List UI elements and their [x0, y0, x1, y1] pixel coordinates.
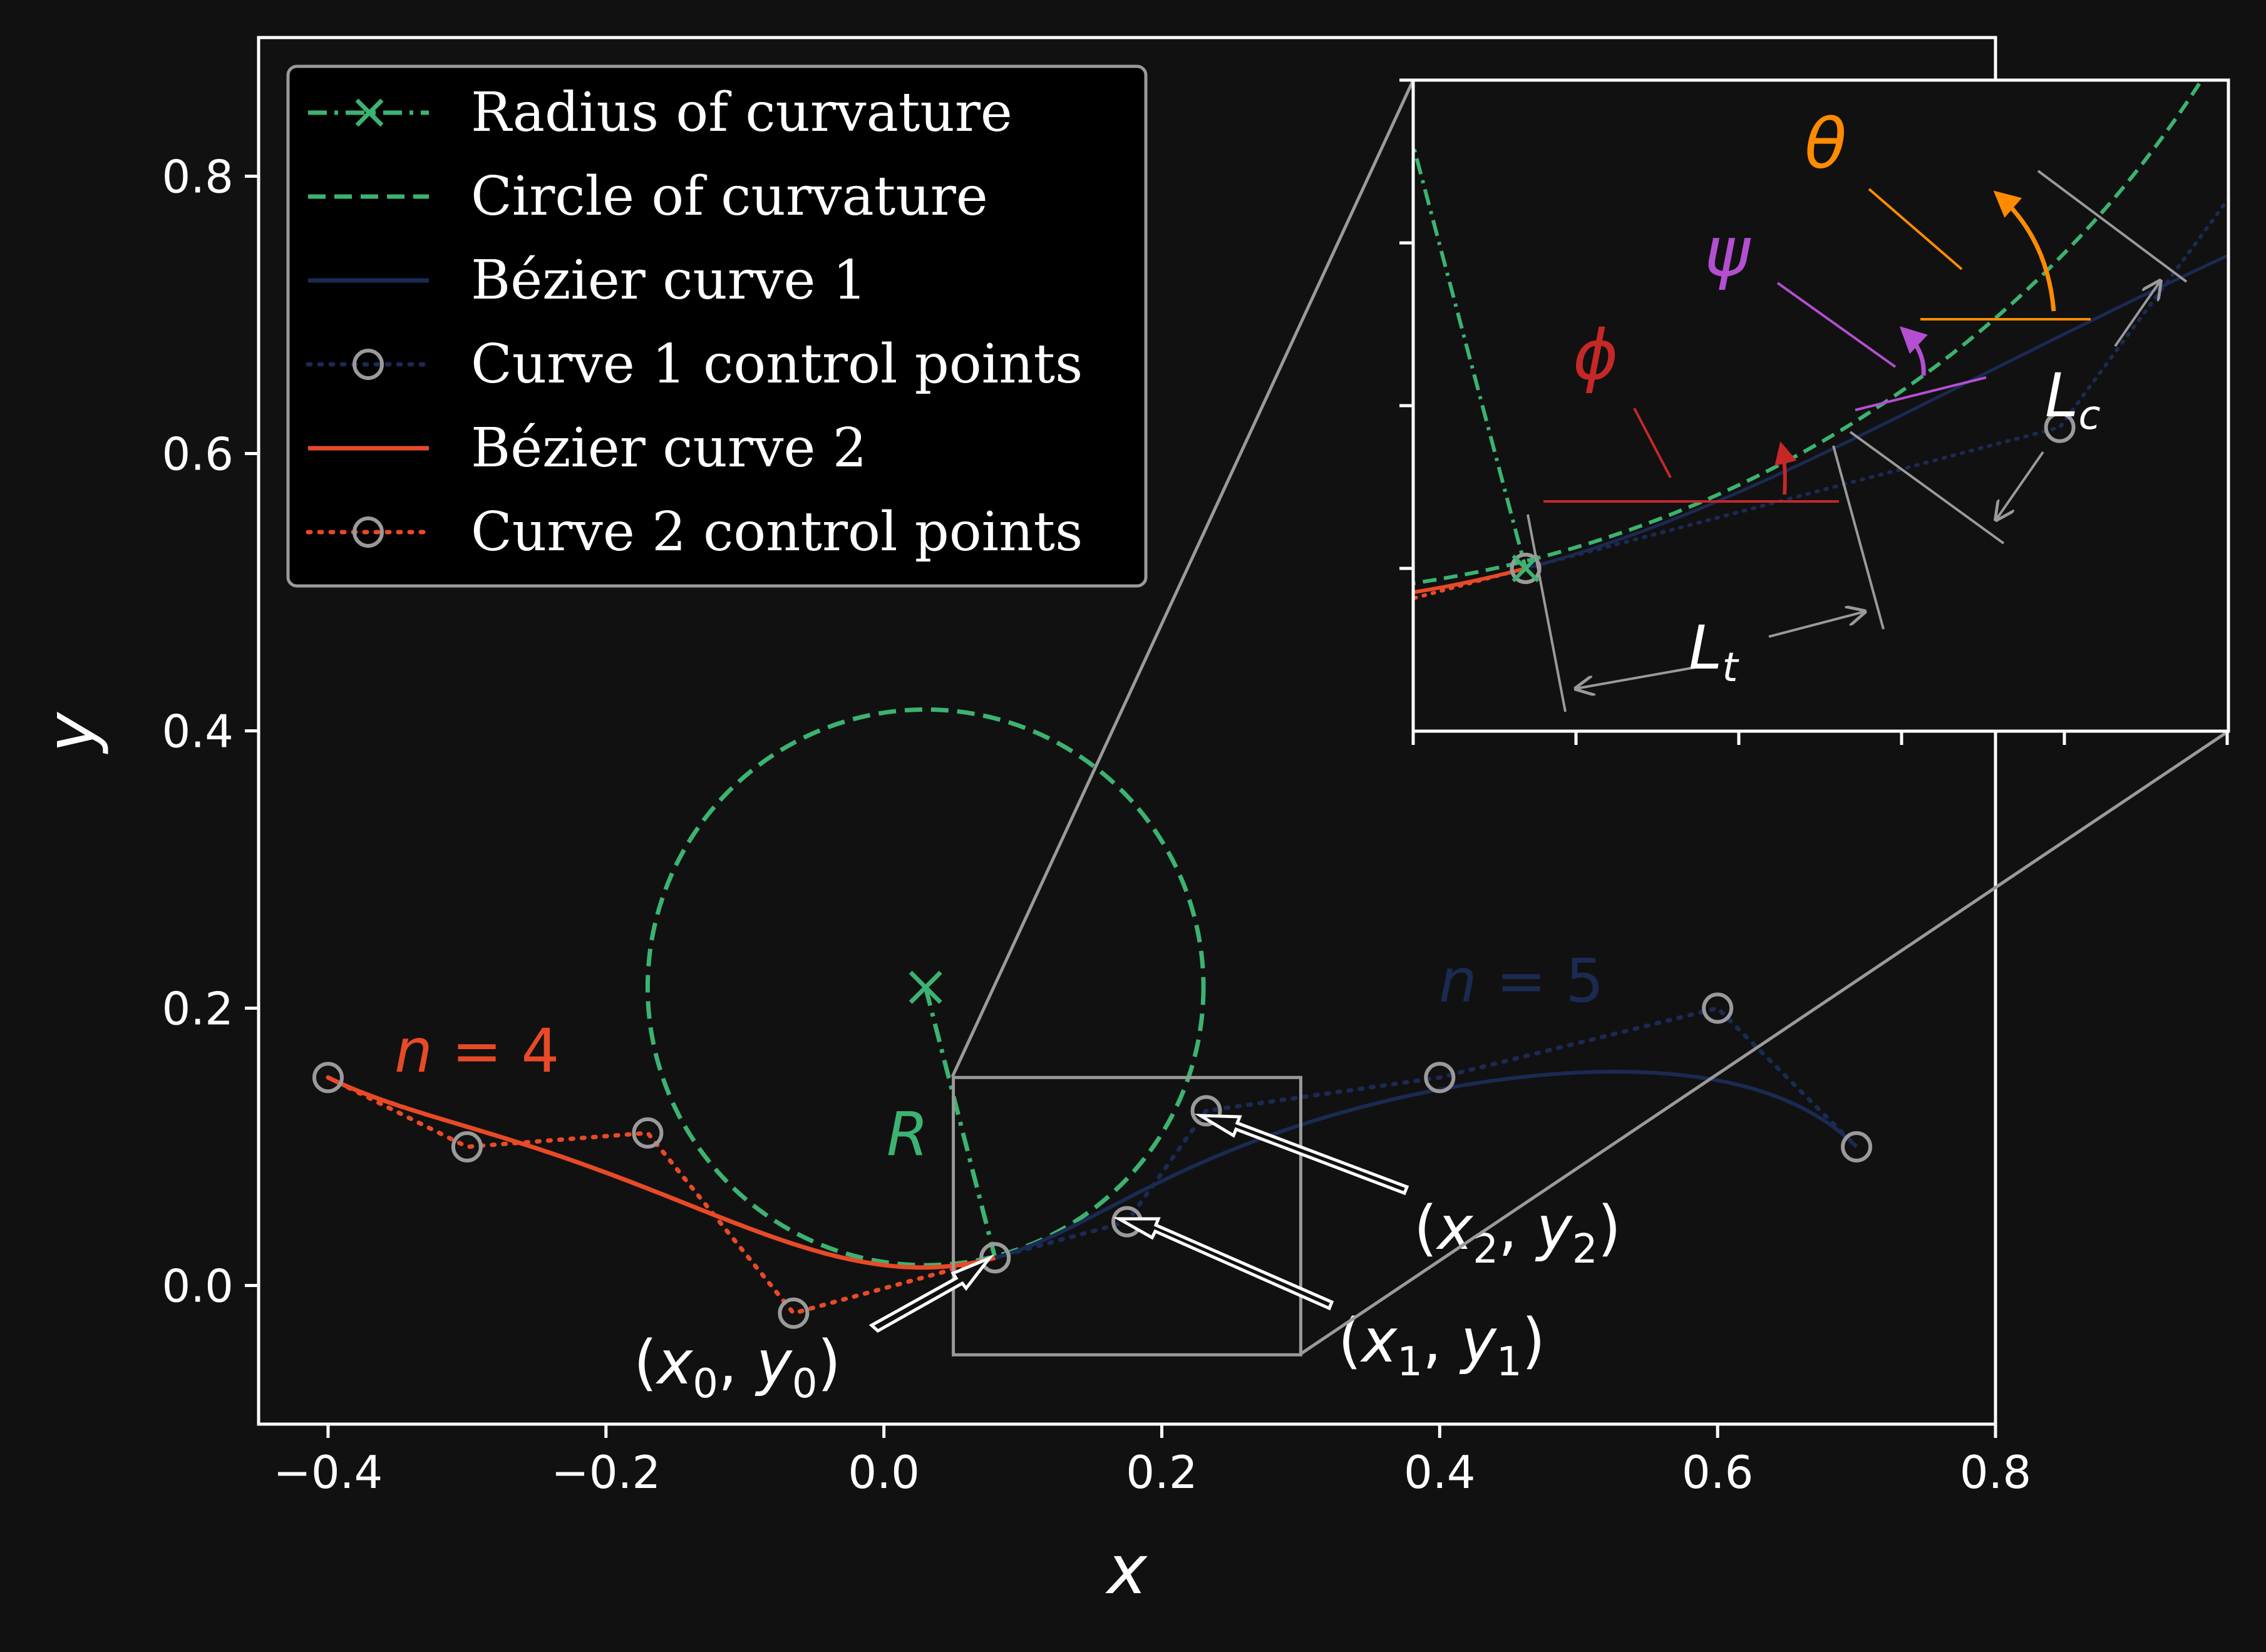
curve-1-control-point — [1841, 1131, 1873, 1162]
x-axis-label: x — [1105, 1531, 1148, 1609]
legend-label: Curve 2 control points — [471, 501, 1083, 563]
zoom-inset: θ ψ ϕ Lc Lt — [106, 66, 2230, 799]
y-tick-label: 0.4 — [162, 705, 234, 758]
Lc-dimension — [1849, 170, 2188, 545]
n5-label: n = 5 — [1439, 946, 1604, 1016]
inset-control-point — [2044, 411, 2076, 443]
curve-1-control-point — [1702, 992, 1734, 1024]
bezier-curve-2 — [327, 1075, 996, 1270]
Lt-dimension — [1527, 445, 1885, 712]
legend-label: Circle of curvature — [471, 165, 988, 228]
legend-label: Bézier curve 2 — [471, 417, 867, 480]
inset-ticks — [1399, 78, 2229, 745]
arrow-p2 — [1194, 1114, 1409, 1196]
arrow-p0 — [868, 1254, 994, 1333]
y-tick-label: 0.8 — [162, 151, 234, 203]
zoom-box — [952, 1075, 1302, 1357]
x-tick-label: 0.6 — [1682, 1446, 1754, 1499]
curve-2-control-point — [778, 1297, 810, 1329]
legend-label: Radius of curvature — [471, 81, 1012, 144]
point-0-label: (x0, y0) — [634, 1328, 841, 1407]
point-1-label: (x1, y1) — [1338, 1306, 1545, 1385]
phi-label: ϕ — [1573, 315, 1619, 395]
y-axis-ticks: 0.0 0.2 0.4 0.6 0.8 — [162, 151, 259, 1313]
point-2-label: (x2, y2) — [1414, 1193, 1621, 1273]
main-plot-area: n = 4 n = 5 R (x0, y0) (x1, y1) (x2, y2)… — [32, 36, 2032, 1609]
curve-2-control-point — [979, 1242, 1011, 1274]
x-tick-label: 0.8 — [1960, 1446, 2032, 1499]
curve-2-control-point — [451, 1131, 483, 1162]
x-tick-label: 0.4 — [1404, 1446, 1476, 1499]
curve-1-control-polygon — [992, 1005, 1859, 1260]
legend-item: Radius of curvature — [308, 81, 1012, 144]
inset-control-point — [106, 66, 134, 94]
theta-label: θ — [1805, 104, 1846, 184]
psi-label: ψ — [1704, 212, 1751, 292]
curve-2-control-polygon — [326, 1075, 997, 1316]
legend-label: Bézier curve 1 — [471, 249, 867, 312]
inset-curve-1-control-polygon — [1523, 195, 2228, 570]
n4-label: n = 4 — [394, 1016, 559, 1086]
x-tick-label: −0.2 — [551, 1446, 661, 1499]
arrow-p1 — [1113, 1217, 1334, 1311]
y-tick-label: 0.2 — [162, 983, 234, 1035]
Lt-label: Lt — [1689, 613, 1739, 691]
curve-1-control-point — [1424, 1062, 1456, 1094]
curve-1-control-point — [1190, 1095, 1222, 1127]
x-axis-ticks: −0.4 −0.2 0.0 0.2 0.4 0.6 0.8 — [274, 1424, 2032, 1499]
legend-item: Circle of curvature — [308, 165, 988, 228]
legend-item: Curve 1 control points — [306, 333, 1083, 396]
zoom-connector-top — [950, 79, 1415, 1078]
inset-radius-x-marker — [1512, 554, 1540, 583]
legend-box — [286, 64, 1148, 588]
legend-item: Bézier curve 2 — [308, 417, 867, 480]
inset-bezier-curve-1 — [1525, 254, 2228, 570]
legend: Radius of curvature Circle of curvature Bé… — [286, 64, 1148, 588]
x-tick-label: 0.2 — [1126, 1446, 1198, 1499]
phi-angle-marking — [1543, 408, 1839, 503]
psi-angle-marking — [1776, 282, 1987, 411]
radius-of-curvature-line — [923, 987, 997, 1259]
y-tick-label: 0.6 — [162, 428, 234, 481]
curve-2-control-point — [312, 1062, 344, 1094]
radius-center-x-marker — [909, 970, 942, 1004]
inset-control-point — [1510, 553, 1542, 584]
y-axis-label: y — [32, 711, 110, 754]
Lc-label: Lc — [2045, 361, 2101, 439]
theta-angle-marking — [1868, 188, 2091, 321]
x-tick-label: −0.4 — [274, 1446, 383, 1499]
inset-circle-of-curvature — [1413, 80, 2204, 585]
legend-label: Curve 1 control points — [471, 333, 1083, 396]
legend-item: Bézier curve 1 — [308, 249, 867, 312]
circle-of-curvature — [645, 707, 1206, 1268]
legend-item: Curve 2 control points — [306, 501, 1083, 563]
radius-label: R — [887, 1099, 929, 1169]
x-tick-label: 0.0 — [848, 1446, 920, 1499]
inset-control-point — [697, 772, 724, 799]
zoom-connector-bottom — [1299, 729, 2230, 1356]
curve-2-control-point — [632, 1117, 664, 1149]
y-tick-label: 0.0 — [162, 1260, 234, 1313]
